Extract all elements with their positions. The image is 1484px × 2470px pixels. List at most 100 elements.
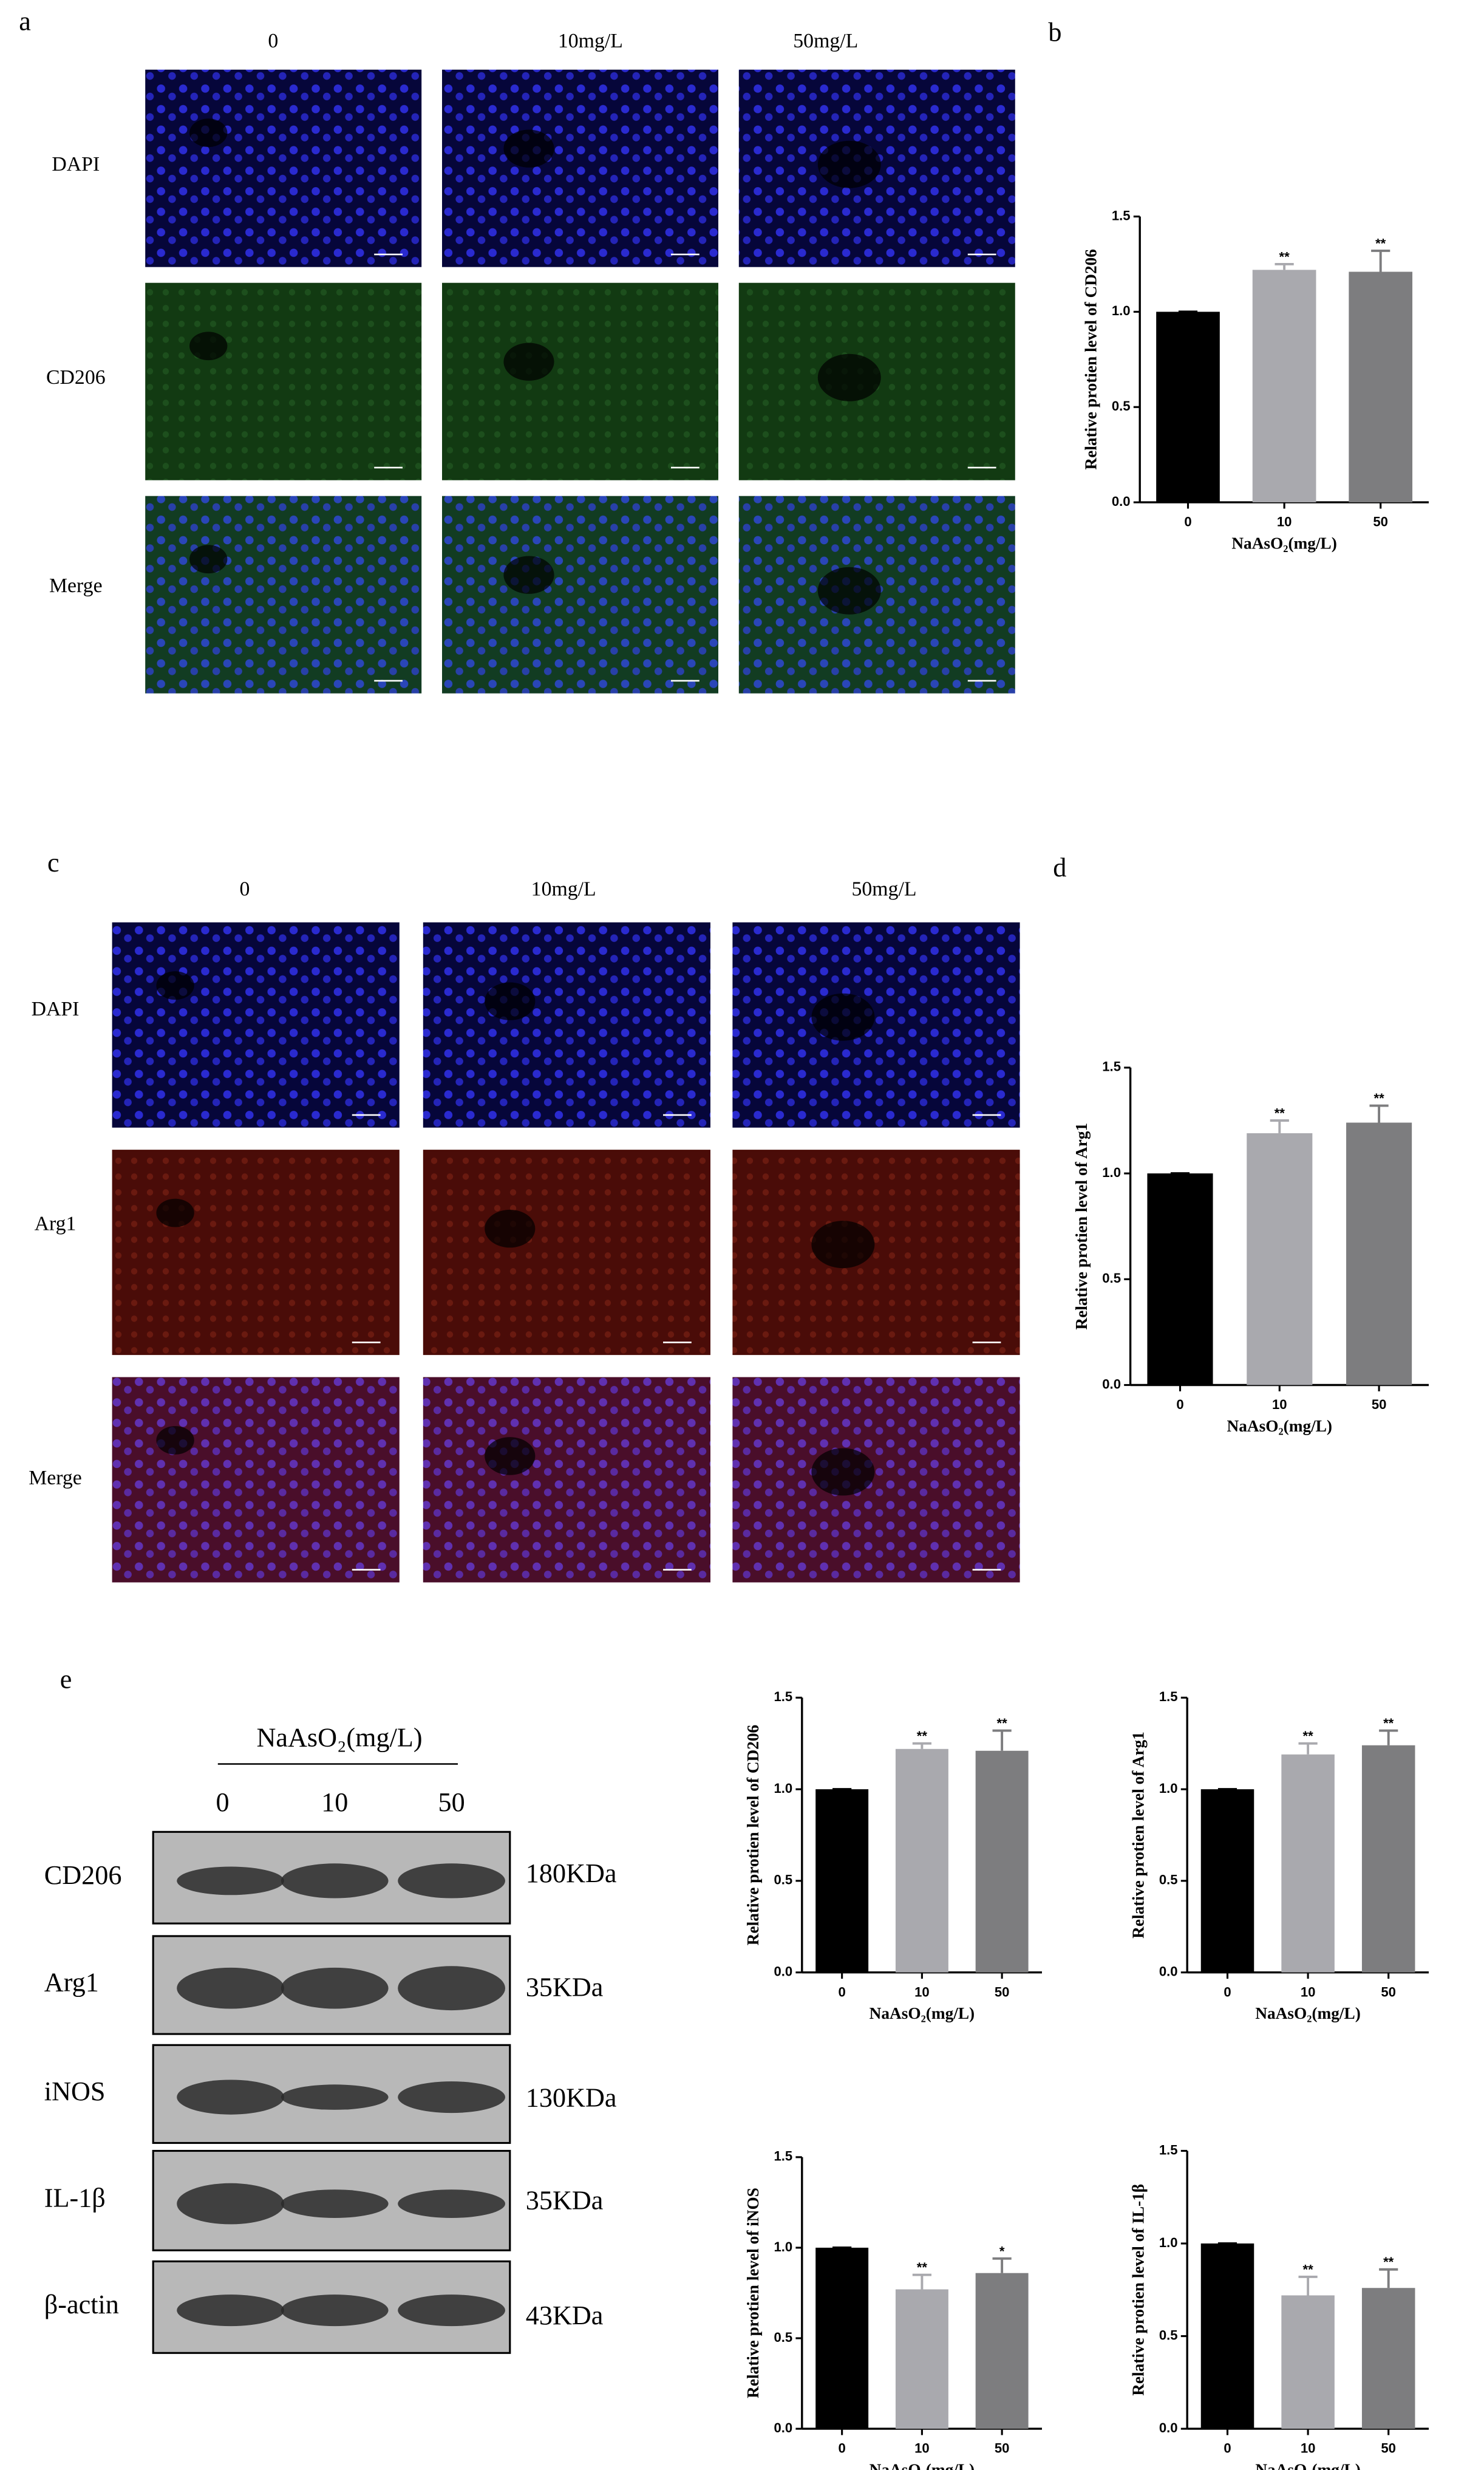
micrograph [442,69,718,267]
vessel [503,556,554,594]
vessel [156,971,194,1000]
lane-label: 0 [216,1787,230,1817]
vessel [156,1198,194,1227]
band [177,2294,284,2327]
treatment-label: NaAsO₂(mg/L) [256,1723,422,1753]
micrograph [145,282,422,480]
y-tick-label: 1.0 [774,2239,792,2254]
error-bar [1379,2268,1398,2288]
vessel [189,545,228,574]
x-tick-label: 0 [839,2441,846,2456]
y-tick-label: 1.0 [774,1781,792,1796]
bar [1247,1133,1313,1385]
x-axis-label: NaAsO₂(mg/L) [1255,2461,1360,2470]
error-bar [1371,250,1390,272]
size-label: 35KDa [526,2185,604,2215]
x-tick-label: 50 [1381,2441,1396,2456]
y-axis-label: Relative protien level of IL-1β [1129,2184,1147,2396]
y-tick-label: 0.0 [1102,1376,1121,1391]
row-label: Merge [49,575,103,597]
x-tick-label: 10 [914,2441,930,2456]
y-tick-label: 0.0 [774,2420,792,2435]
panel-label: e [60,1664,72,1694]
band [398,2294,505,2327]
band [281,2294,389,2327]
x-tick-label: 10 [1272,1397,1287,1412]
band [281,1967,389,2009]
x-axis-label: NaAsO₂(mg/L) [870,2461,975,2470]
x-tick-label: 10 [1277,514,1292,530]
band [177,1967,284,2009]
x-tick-label: 10 [1301,1984,1316,1999]
vessel [503,129,554,168]
y-axis-label: Relative protien level of CD206 [744,1725,762,1945]
vessel [817,567,881,615]
x-tick-label: 0 [839,1984,846,1999]
x-tick-label: 50 [1381,1984,1396,1999]
x-tick-label: 0 [1224,1984,1231,1999]
y-tick-label: 1.5 [1112,208,1131,223]
bar [1252,270,1316,503]
micrograph [423,1150,710,1356]
y-axis-label: Relative protien level of CD206 [1081,249,1100,469]
micrograph [423,1377,710,1583]
y-tick-label: 1.5 [774,2149,792,2164]
band [281,2084,389,2110]
bar [1361,2288,1415,2429]
micrograph [145,69,422,267]
panel-label: d [1053,853,1066,882]
vessel [817,353,881,401]
vessel [156,1426,194,1455]
error-bar [1270,1119,1289,1133]
vessel [189,332,228,361]
micrograph [732,922,1020,1128]
vessel [817,140,881,188]
bar [1346,1122,1412,1385]
y-tick-label: 0.5 [1112,398,1131,414]
bar [1200,1789,1254,1973]
x-tick-label: 50 [995,2441,1010,2456]
band [398,2189,505,2218]
x-axis-label: NaAsO₂(mg/L) [1227,1417,1332,1435]
size-label: 35KDa [526,1972,604,2002]
micrograph [442,282,718,480]
y-tick-label: 0.0 [1159,2420,1178,2435]
protein-label: IL-1β [44,2183,106,2213]
micrograph [112,1377,400,1583]
size-label: 130KDa [526,2083,617,2112]
x-axis-label: NaAsO₂(mg/L) [870,2004,975,2022]
significance: ** [1303,2262,1314,2277]
vessel [485,1209,536,1248]
x-tick-label: 50 [995,1984,1010,1999]
y-tick-label: 1.5 [1102,1059,1121,1074]
vessel [503,343,554,381]
protein-label: iNOS [44,2076,106,2106]
column-label: 10mg/L [531,878,596,900]
x-tick-label: 50 [1373,514,1388,530]
vessel [811,1448,875,1496]
significance: ** [1303,1728,1314,1744]
error-bar [912,1742,931,1749]
band [281,1863,389,1899]
size-label: 43KDa [526,2301,604,2330]
band [177,2183,284,2225]
significance: ** [917,1728,928,1744]
y-tick-label: 0.0 [774,1964,792,1979]
y-tick-label: 1.0 [1159,1781,1178,1796]
band [398,2081,505,2113]
error-bar [992,2257,1012,2273]
y-axis-label: Relative protien level of iNOS [744,2188,762,2398]
x-tick-label: 0 [1176,1397,1183,1412]
bar [1147,1173,1213,1385]
y-tick-label: 0.5 [1159,1872,1178,1888]
x-tick-label: 50 [1372,1397,1387,1412]
y-tick-label: 0.0 [1112,494,1131,509]
row-label: DAPI [32,998,80,1020]
band [177,1866,284,1895]
significance: ** [1375,236,1386,251]
significance: ** [1279,249,1290,264]
protein-label: β-actin [44,2290,119,2319]
x-axis-label: NaAsO₂(mg/L) [1231,534,1336,553]
error-bar [1379,1729,1398,1745]
